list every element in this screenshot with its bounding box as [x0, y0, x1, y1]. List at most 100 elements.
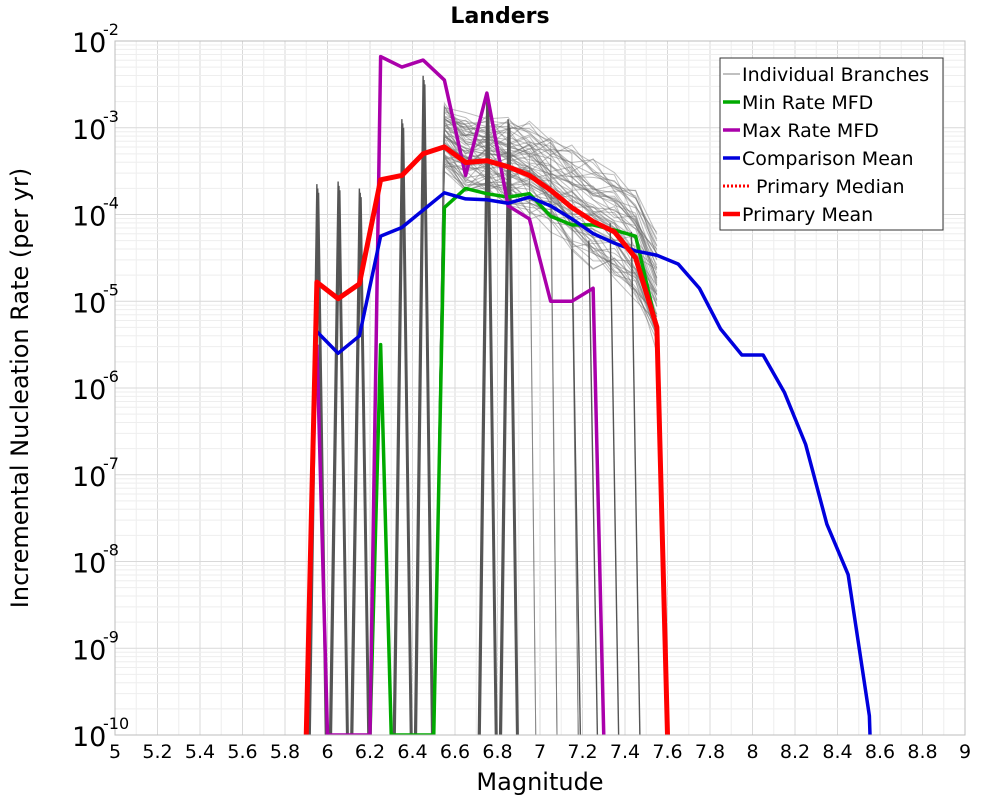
branch-line — [433, 124, 658, 735]
y-tick-exponent: -10 — [103, 714, 129, 733]
chart-title: Landers — [450, 4, 549, 29]
legend-item: Primary Median — [723, 176, 905, 198]
branch-line — [433, 109, 658, 735]
branch-line — [433, 101, 658, 735]
branch-line — [433, 170, 658, 735]
branch-line — [433, 105, 658, 735]
branch-drop — [588, 240, 599, 735]
branch-line — [433, 136, 658, 735]
branch-spike — [350, 188, 369, 735]
legend-item: Comparison Mean — [723, 148, 914, 170]
x-tick-label: 7.4 — [610, 741, 640, 763]
y-tick-exponent: -2 — [103, 20, 119, 39]
y-tick-label: 10-5 — [72, 280, 119, 319]
branch-line — [433, 152, 658, 735]
branch-line — [433, 135, 658, 735]
x-tick-label: 5 — [109, 741, 121, 763]
x-tick-label: 5.2 — [142, 741, 172, 763]
y-tick-exponent: -6 — [103, 367, 119, 386]
branch-line — [433, 111, 658, 735]
y-tick-label: 10-3 — [72, 107, 119, 146]
y-tick-label: 10-4 — [72, 194, 119, 233]
legend-label: Max Rate MFD — [742, 120, 879, 142]
branch-drop — [630, 231, 641, 735]
branch-line — [433, 159, 658, 735]
branch-spike — [415, 84, 434, 735]
branch-drop — [609, 223, 620, 735]
y-tick-label: 10-7 — [72, 454, 119, 493]
branch-line — [433, 120, 558, 735]
branch-line — [433, 125, 658, 735]
legend-item: Max Rate MFD — [723, 120, 879, 142]
x-tick-label: 8.6 — [865, 741, 895, 763]
y-tick-base: 10 — [72, 635, 106, 666]
plot-frame — [114, 40, 966, 736]
branch-line — [433, 122, 658, 735]
legend-label: Min Rate MFD — [742, 92, 873, 114]
branch-spike — [498, 119, 518, 735]
x-axis-label: Magnitude — [476, 768, 603, 796]
branch-line — [433, 119, 658, 735]
grid — [114, 41, 966, 736]
x-tick-label: 8.8 — [907, 741, 937, 763]
y-tick-base: 10 — [72, 462, 106, 493]
legend-item: Primary Mean — [723, 204, 873, 226]
branch-line — [433, 130, 658, 735]
branch-line — [433, 119, 658, 735]
branch-line — [433, 115, 558, 735]
branch-line — [433, 165, 658, 735]
legend-label: Individual Branches — [742, 64, 929, 86]
branch-line — [433, 134, 658, 735]
branch-spike — [392, 119, 412, 735]
legend-label: Primary Median — [756, 176, 905, 198]
branch-line — [433, 116, 658, 735]
branch-spike — [352, 197, 371, 735]
branch-line — [433, 117, 658, 735]
branch-spike — [393, 123, 412, 735]
legend-label: Comparison Mean — [742, 148, 914, 170]
branch-line — [433, 115, 658, 735]
legend-item: Min Rate MFD — [723, 92, 873, 114]
y-tick-exponent: -8 — [103, 541, 119, 560]
branch-line — [433, 105, 658, 735]
y-tick-label: 10-10 — [72, 714, 129, 753]
branch-spike — [414, 80, 434, 735]
branch-line — [433, 117, 658, 735]
branch-line — [433, 161, 658, 735]
individual-branches — [307, 75, 658, 735]
y-tick-label: 10-9 — [72, 627, 119, 666]
y-tick-base: 10 — [72, 375, 106, 406]
branch-line — [433, 124, 658, 735]
x-tick-label: 5.4 — [185, 741, 215, 763]
legend-box — [719, 57, 944, 231]
x-tick-label: 6 — [321, 741, 333, 763]
x-tick-label: 7.2 — [567, 741, 597, 763]
branch-line — [433, 170, 658, 735]
branch-spike — [413, 75, 433, 735]
branch-drop — [571, 249, 582, 735]
branch-line — [433, 154, 658, 735]
x-tick-label: 6.2 — [355, 741, 385, 763]
x-tick-label: 5.8 — [270, 741, 300, 763]
branch-line — [433, 141, 658, 735]
y-axis-label: Incremental Nucleation Rate (per yr) — [6, 168, 34, 608]
branch-spike — [330, 190, 349, 735]
y-tick-exponent: -4 — [103, 194, 119, 213]
y-tick-base: 10 — [72, 115, 106, 146]
x-tick-label: 7.8 — [695, 741, 725, 763]
y-tick-label: 10-2 — [72, 20, 119, 59]
series-primary-mean — [303, 144, 670, 735]
legend: Individual Branches Min Rate MFD Max Rate … — [719, 57, 944, 231]
x-tick-label: 5.6 — [227, 741, 257, 763]
legend-label: Primary Mean — [742, 204, 873, 226]
x-tick-label: 7 — [534, 741, 546, 763]
x-tick-label: 6.4 — [397, 741, 427, 763]
y-tick-base: 10 — [72, 288, 106, 319]
x-tick-label: 8.2 — [780, 741, 810, 763]
branch-line — [433, 106, 658, 735]
branch-spike — [500, 127, 519, 735]
x-tick-label: 8.4 — [822, 741, 852, 763]
y-tick-base: 10 — [72, 202, 106, 233]
